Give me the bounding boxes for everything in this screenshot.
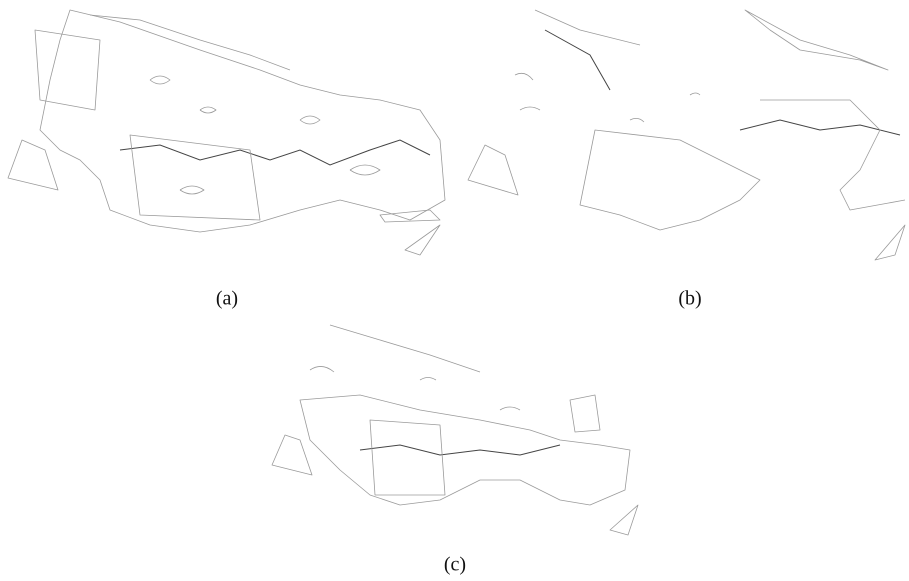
caption: (b) xyxy=(678,288,701,310)
caption: (a) xyxy=(216,288,238,310)
caption: (c) xyxy=(444,554,466,576)
panel-c-map xyxy=(272,325,638,535)
panel-a-map xyxy=(8,10,445,255)
figure: (a) (b) (c) xyxy=(0,0,909,581)
page: (a) (b) (c) (() => { const data = JSON.p… xyxy=(0,0,909,581)
panel-b-map xyxy=(468,10,905,260)
